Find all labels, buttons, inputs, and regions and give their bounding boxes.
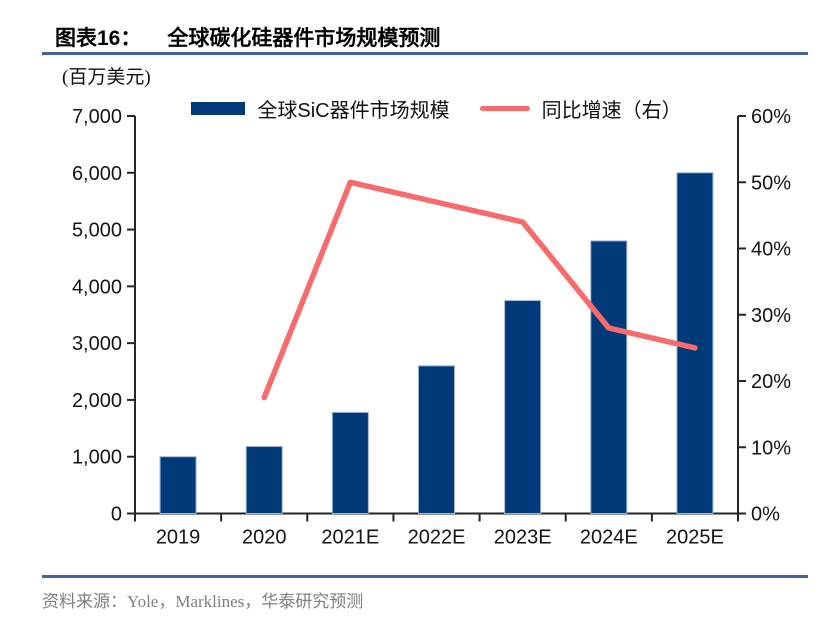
y-axis-unit-label: (百万美元)	[62, 67, 151, 88]
bar-2024E	[590, 240, 628, 515]
legend-bar-swatch	[191, 101, 246, 115]
chart-legend: 全球SiC器件市场规模 同比增速（右）	[135, 94, 738, 122]
legend-line-swatch	[479, 105, 530, 111]
left-axis-tick-label: 7,000	[72, 106, 122, 128]
bar-2023E	[504, 300, 542, 514]
yoy-growth-line	[261, 179, 698, 401]
figure-title-text: 全球碳化硅器件市场规模预测	[167, 27, 441, 50]
right-axis-tick-label: 20%	[751, 371, 791, 393]
left-axis-tick-label: 0	[111, 504, 122, 526]
left-axis-tick-label: 1,000	[72, 447, 122, 469]
right-axis-tick-label: 0%	[751, 504, 780, 526]
left-axis-tick-label: 5,000	[72, 220, 122, 242]
right-axis-tick-label: 50%	[751, 172, 791, 194]
figure-number: 图表16：	[55, 27, 142, 50]
x-axis-label-2020: 2020	[242, 527, 287, 549]
left-axis-tick-label: 2,000	[72, 390, 122, 412]
right-axis-tick-label: 40%	[751, 239, 791, 261]
legend-label-yoy-growth: 同比增速（右）	[541, 99, 682, 122]
bar-2020	[245, 445, 283, 514]
bar-2019	[159, 456, 197, 515]
title-divider	[42, 52, 808, 55]
right-axis-tick-label: 10%	[751, 437, 791, 459]
legend-label-market-size: 全球SiC器件市场规模	[257, 99, 450, 122]
left-axis-tick-label: 3,000	[72, 333, 122, 355]
left-axis-tick-label: 6,000	[72, 163, 122, 185]
x-axis-label-2024E: 2024E	[580, 527, 638, 549]
source-note: 资料来源：Yole，Marklines，华泰研究预测	[42, 575, 808, 612]
bar-2021E	[331, 411, 369, 514]
left-axis-tick-label: 4,000	[72, 276, 122, 298]
x-axis-label-2022E: 2022E	[408, 527, 466, 549]
x-axis-label-2019: 2019	[156, 527, 201, 549]
right-axis-tick-label: 30%	[751, 305, 791, 327]
x-axis-label-2023E: 2023E	[494, 527, 552, 549]
x-axis-label-2025E: 2025E	[666, 527, 724, 549]
x-axis-label-2021E: 2021E	[321, 527, 379, 549]
bar-2022E	[418, 365, 455, 514]
right-axis-tick-label: 60%	[751, 106, 791, 128]
figure-title: 图表16： 全球碳化硅器件市场规模预测	[55, 22, 440, 52]
